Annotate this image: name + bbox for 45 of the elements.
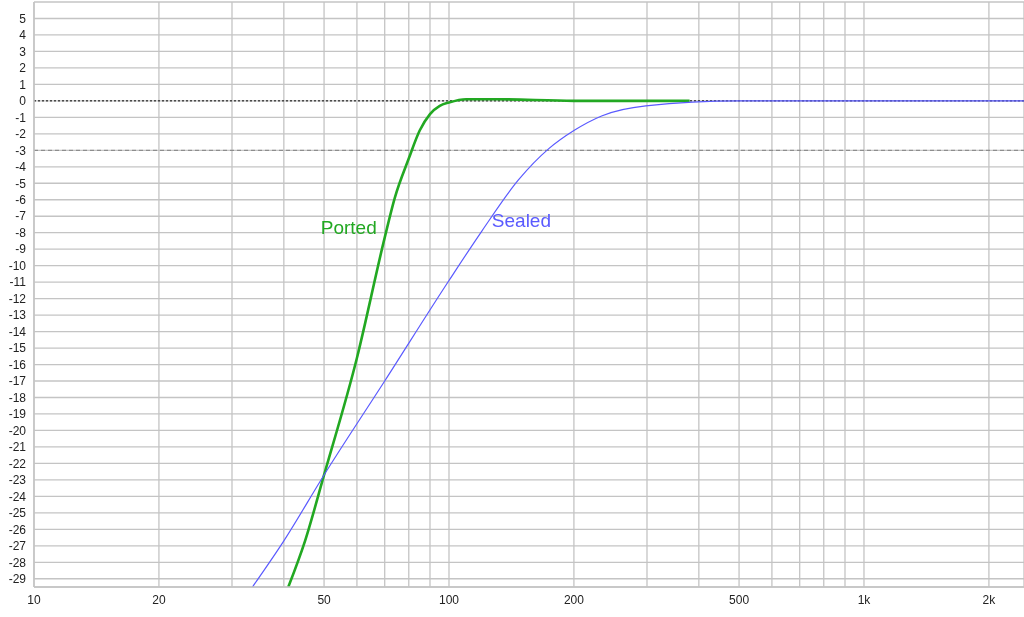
y-tick-label: 2 (19, 61, 27, 76)
y-tick-label: 5 (19, 11, 27, 26)
y-tick-label: -7 (15, 209, 27, 224)
y-tick-label: 1 (19, 77, 27, 92)
y-tick-label: -24 (8, 489, 27, 504)
y-tick-label: 4 (19, 28, 27, 43)
y-tick-label: 0 (19, 94, 27, 109)
y-tick-label: -22 (8, 456, 27, 471)
y-tick-label: -4 (15, 160, 27, 175)
x-tick-label: 200 (563, 592, 585, 607)
x-tick-label: 1k (857, 592, 872, 607)
y-tick-label: -11 (9, 275, 27, 290)
series-label: Ported (320, 216, 377, 238)
y-tick-label: -27 (8, 539, 27, 554)
y-tick-label: -12 (8, 291, 27, 306)
y-tick-label: -26 (8, 522, 27, 537)
y-tick-label: -20 (8, 423, 27, 438)
y-tick-label: -3 (15, 143, 27, 158)
y-tick-label: -17 (8, 374, 27, 389)
y-tick-label: -28 (8, 555, 27, 570)
y-tick-label: -23 (8, 473, 27, 488)
y-tick-label: -29 (8, 572, 27, 587)
y-tick-label: 3 (19, 44, 27, 59)
x-tick-label: 20 (152, 592, 166, 607)
y-tick-label: -14 (8, 324, 27, 339)
x-tick-label: 10 (27, 592, 41, 607)
y-tick-label: -5 (15, 176, 27, 191)
y-tick-label: -16 (8, 357, 27, 372)
y-tick-label: -9 (15, 242, 27, 257)
y-tick-label: -21 (8, 440, 27, 455)
y-tick-label: -6 (15, 193, 27, 208)
y-tick-label: -1 (15, 110, 27, 125)
x-tick-label: 500 (729, 592, 750, 607)
y-tick-label: -15 (8, 341, 27, 356)
y-tick-label: -25 (8, 506, 27, 521)
x-tick-label: 50 (317, 592, 332, 607)
y-tick-label: -2 (15, 127, 27, 142)
y-tick-label: -18 (8, 390, 27, 405)
y-tick-label: -10 (8, 258, 27, 273)
y-tick-label: -13 (8, 308, 27, 323)
x-tick-label: 100 (438, 592, 460, 607)
series-label: Sealed (491, 210, 552, 232)
x-tick-label: 2k (982, 592, 997, 607)
y-tick-label: -19 (8, 407, 27, 422)
y-tick-label: -8 (15, 225, 27, 240)
